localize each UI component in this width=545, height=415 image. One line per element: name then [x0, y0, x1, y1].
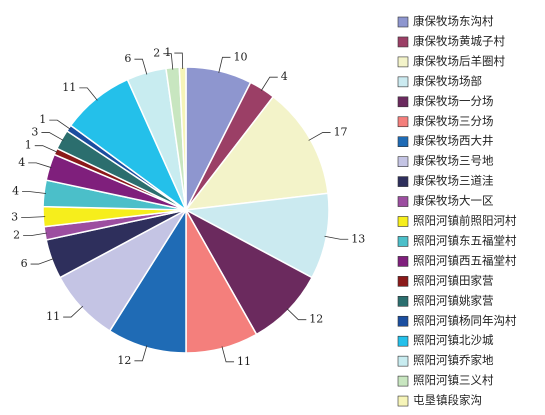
leader-line	[324, 235, 349, 240]
leader-line	[163, 53, 174, 70]
legend-label: 康保牧场后羊圈村	[413, 54, 505, 68]
legend-swatch	[397, 335, 409, 347]
legend-swatch	[397, 216, 409, 227]
leader-line	[41, 132, 64, 141]
legend-label: 康保牧场场部	[413, 74, 482, 88]
legend-label: 照阳河镇西五福堂村	[413, 253, 517, 267]
legend-swatch	[397, 315, 409, 327]
data-label: 6	[124, 52, 131, 65]
data-label: 4	[18, 156, 25, 169]
legend-label: 照阳河镇杨同年沟村	[413, 313, 517, 327]
legend-label: 康保牧场三分场	[413, 114, 494, 128]
leader-line	[174, 52, 184, 70]
leader-line	[221, 346, 235, 363]
leader-line	[134, 345, 148, 362]
legend-label: 照阳河镇东五福堂村	[413, 233, 517, 247]
data-label: 4	[281, 70, 288, 83]
legend-label: 照阳河镇前照阳河村	[413, 214, 517, 228]
data-label: 11	[62, 81, 76, 94]
legend-swatch	[397, 56, 409, 68]
leader-line	[134, 58, 148, 75]
leader-line	[308, 132, 331, 141]
data-label: 2	[13, 229, 20, 242]
legend-swatch	[397, 355, 409, 367]
legend-label: 康保牧场黄城子村	[413, 34, 505, 48]
legend-swatch	[397, 36, 409, 48]
legend-label: 康保牧场三号地	[413, 154, 494, 168]
legend-label: 照阳河镇田家营	[413, 273, 494, 287]
legend-swatch	[397, 76, 409, 88]
data-label: 13	[351, 232, 365, 245]
legend-swatch	[397, 276, 409, 287]
legend-label: 照阳河镇三义村	[413, 373, 494, 387]
leader-line	[260, 76, 278, 91]
data-label: 1	[25, 139, 32, 152]
data-label: 12	[117, 354, 131, 367]
data-label: 1	[164, 46, 171, 59]
leader-line	[23, 232, 47, 237]
legend-label: 康保牧场大一区	[413, 194, 494, 208]
legend-swatch	[397, 176, 409, 187]
legend-swatch	[397, 375, 409, 387]
legend-label: 屯垦镇段家沟	[413, 393, 482, 407]
legend-label: 照阳河镇北沙城	[413, 333, 494, 347]
data-label: 2	[153, 47, 160, 60]
legend-swatch	[397, 96, 409, 108]
leader-line	[218, 56, 231, 73]
data-label: 1	[39, 113, 46, 126]
data-label: 4	[12, 185, 19, 198]
legend-swatch	[397, 156, 409, 167]
data-label: 10	[233, 50, 247, 63]
leader-line	[30, 258, 54, 265]
legend-label: 康保牧场三道洼	[413, 174, 494, 188]
legend-swatch	[397, 395, 409, 407]
data-label: 17	[334, 126, 348, 139]
legend-label: 康保牧场西大井	[413, 134, 494, 148]
leader-line	[49, 119, 71, 130]
legend-label: 照阳河镇乔家地	[413, 353, 494, 367]
legend-swatch	[397, 196, 409, 207]
data-label: 12	[309, 313, 323, 326]
legend-swatch	[397, 136, 409, 147]
leader-line	[22, 191, 47, 194]
legend-label: 康保牧场东沟村	[413, 14, 494, 28]
leader-line	[286, 308, 307, 321]
leader-line	[34, 145, 58, 153]
data-label: 11	[237, 355, 251, 368]
legend-swatch	[397, 236, 409, 247]
data-label: 3	[31, 126, 38, 139]
legend-swatch	[397, 116, 409, 128]
legend-swatch	[397, 16, 409, 28]
data-label: 3	[11, 210, 18, 223]
legend-swatch	[397, 295, 409, 307]
leader-line	[21, 216, 46, 218]
leader-line	[28, 162, 52, 169]
data-label: 6	[21, 257, 28, 270]
legend-swatch	[397, 256, 409, 267]
leader-line	[79, 87, 98, 101]
leader-line	[63, 305, 84, 318]
data-label: 11	[46, 310, 60, 323]
legend-label: 康保牧场一分场	[413, 94, 494, 108]
legend-label: 照阳河镇姚家营	[413, 293, 494, 307]
